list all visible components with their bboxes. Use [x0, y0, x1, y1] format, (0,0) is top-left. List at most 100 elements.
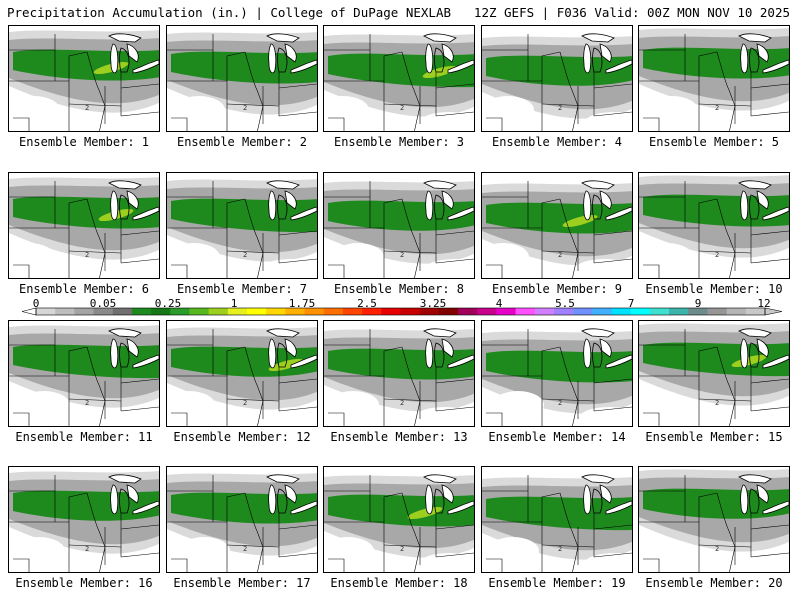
svg-text:2: 2 [85, 104, 89, 112]
svg-text:2: 2 [400, 251, 404, 259]
ensemble-member-map: 2 [481, 172, 633, 279]
color-scale-bin [707, 308, 728, 315]
ensemble-member-map: 2 [638, 466, 790, 573]
color-scale-bin [285, 308, 306, 315]
ensemble-member-label: Ensemble Member: 15 [645, 430, 783, 444]
color-scale-bin [362, 308, 382, 315]
ensemble-member-label: Ensemble Member: 12 [173, 430, 311, 444]
color-scale-bin [112, 308, 133, 315]
svg-text:2: 2 [400, 545, 404, 553]
svg-text:2: 2 [558, 104, 562, 112]
color-scale-bin [649, 308, 670, 315]
color-scale-bin [189, 308, 210, 315]
svg-text:2: 2 [558, 545, 562, 553]
ensemble-member-label: Ensemble Member: 1 [18, 135, 150, 149]
color-scale-bin [266, 308, 286, 315]
color-scale-bin [515, 308, 536, 315]
color-scale-tick-label: 1.75 [288, 297, 316, 310]
svg-text:2: 2 [400, 399, 404, 407]
svg-text:2: 2 [715, 104, 719, 112]
color-scale-bin [247, 308, 267, 315]
ensemble-member-map: 2 [166, 172, 318, 279]
color-scale-tick-label: 12 [757, 297, 771, 310]
ensemble-member-label: Ensemble Member: 9 [491, 282, 623, 296]
color-scale-tick-label: 9 [694, 297, 702, 310]
ensemble-member-label: Ensemble Member: 19 [488, 576, 626, 590]
ensemble-member-map: 2 [166, 25, 318, 132]
ensemble-member-label: Ensemble Member: 10 [645, 282, 783, 296]
color-scale-bin [688, 308, 708, 315]
svg-text:2: 2 [243, 399, 247, 407]
model-run-info: 12Z GEFS | F036 Valid: 00Z MON NOV 10 20… [473, 5, 790, 20]
color-scale-bin [553, 308, 574, 315]
color-scale-bin [745, 308, 766, 315]
ensemble-member-label: Ensemble Member: 13 [330, 430, 468, 444]
ensemble-member-map: 2 [323, 25, 475, 132]
color-scale-bin [323, 308, 344, 315]
color-scale-bin [458, 308, 478, 315]
ensemble-member-label: Ensemble Member: 6 [18, 282, 150, 296]
color-scale-bin [496, 308, 517, 315]
ensemble-member-label: Ensemble Member: 2 [176, 135, 308, 149]
color-scale-bin [93, 308, 114, 315]
ensemble-member-map: 2 [8, 320, 160, 427]
svg-text:2: 2 [85, 251, 89, 259]
color-scale-bin [227, 308, 248, 315]
color-scale-bin [151, 308, 171, 315]
ensemble-member-label: Ensemble Member: 7 [176, 282, 308, 296]
color-scale-bin [611, 308, 632, 315]
ensemble-member-map: 2 [166, 320, 318, 427]
ensemble-member-map: 2 [638, 320, 790, 427]
color-scale-bin [74, 308, 95, 315]
ensemble-member-label: Ensemble Member: 17 [173, 576, 311, 590]
ensemble-member-map: 2 [638, 25, 790, 132]
color-scale-tick-label: 0 [32, 297, 40, 310]
svg-text:2: 2 [85, 399, 89, 407]
color-scale-bin [208, 308, 229, 315]
chart-title: Precipitation Accumulation (in.) | Colle… [7, 5, 452, 20]
ensemble-member-map: 2 [323, 320, 475, 427]
color-scale-tick-label: 0.25 [154, 297, 182, 310]
color-scale-tick-label: 7 [627, 297, 635, 310]
svg-text:2: 2 [85, 545, 89, 553]
color-scale-bin [400, 308, 421, 315]
color-scale [21, 307, 783, 316]
ensemble-member-map: 2 [8, 25, 160, 132]
svg-text:2: 2 [400, 104, 404, 112]
color-scale-bin [573, 308, 593, 315]
color-scale-bin [131, 308, 152, 315]
ensemble-member-map: 2 [638, 172, 790, 279]
color-scale-bin [55, 308, 75, 315]
color-scale-tick-label: 2.5 [357, 297, 377, 310]
color-scale-bin [304, 308, 325, 315]
ensemble-member-label: Ensemble Member: 4 [491, 135, 623, 149]
color-scale-bin [477, 308, 497, 315]
svg-text:2: 2 [715, 545, 719, 553]
svg-text:2: 2 [243, 251, 247, 259]
ensemble-member-map: 2 [481, 466, 633, 573]
color-scale-outline [35, 307, 766, 316]
color-scale-bin [36, 308, 56, 315]
color-scale-bin [381, 308, 401, 315]
ensemble-member-map: 2 [481, 320, 633, 427]
color-scale-bin [726, 308, 747, 315]
color-scale-tick-label: 5.5 [555, 297, 575, 310]
ensemble-member-label: Ensemble Member: 14 [488, 430, 626, 444]
svg-text:2: 2 [715, 399, 719, 407]
color-scale-bin [438, 308, 459, 315]
ensemble-member-label: Ensemble Member: 11 [15, 430, 153, 444]
ensemble-member-label: Ensemble Member: 20 [645, 576, 783, 590]
color-scale-bin [342, 308, 363, 315]
color-scale-tick-label: 3.25 [419, 297, 447, 310]
color-scale-tick-label: 1 [230, 297, 238, 310]
color-scale-tick-label: 4 [495, 297, 503, 310]
ensemble-member-map: 2 [166, 466, 318, 573]
color-scale-bin [419, 308, 440, 315]
svg-text:2: 2 [558, 251, 562, 259]
color-scale-bin [170, 308, 190, 315]
svg-text:2: 2 [243, 104, 247, 112]
svg-text:2: 2 [243, 545, 247, 553]
color-scale-bin [592, 308, 613, 315]
color-scale-bin [534, 308, 555, 315]
svg-text:2: 2 [558, 399, 562, 407]
